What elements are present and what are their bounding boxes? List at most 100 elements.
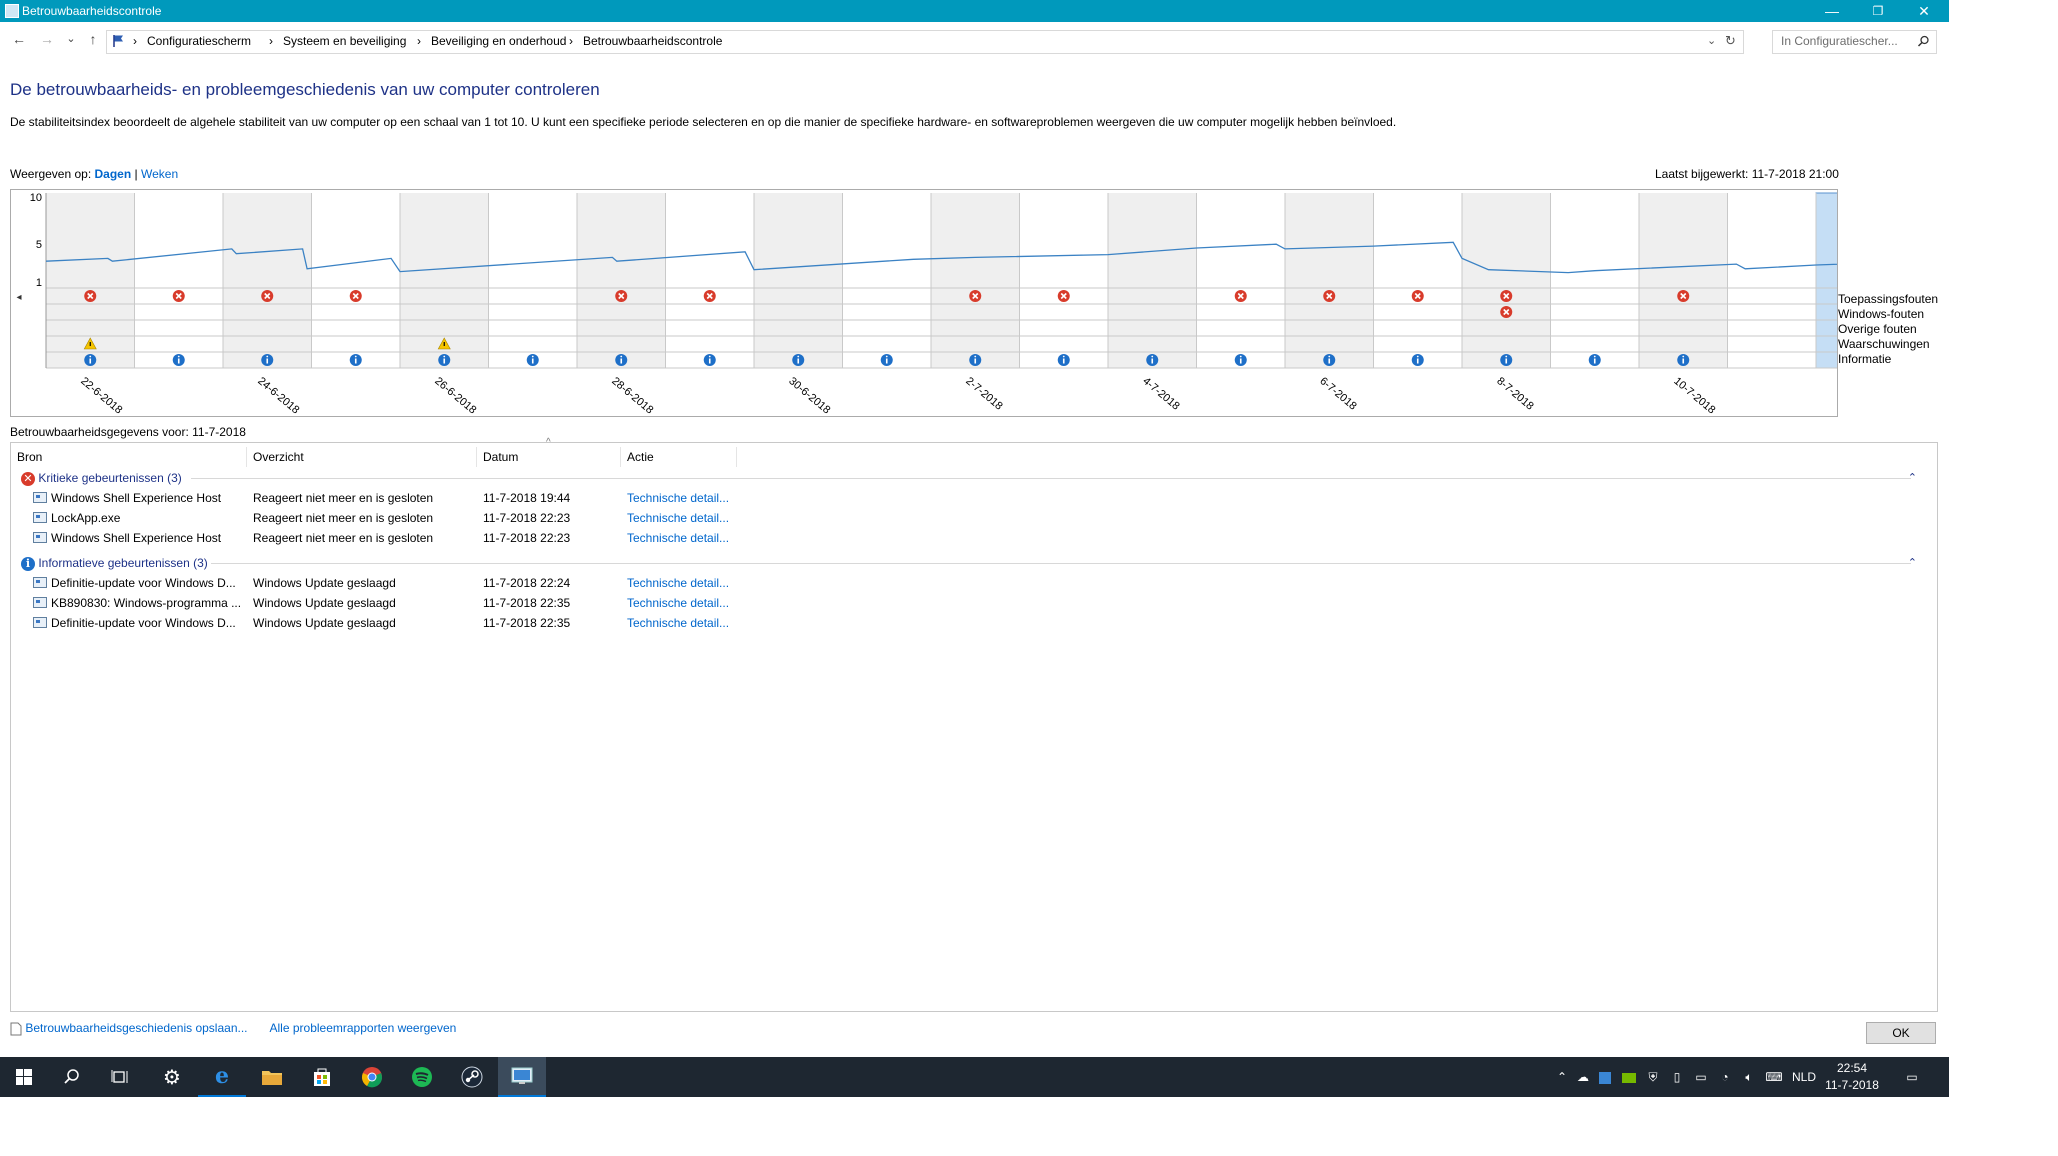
forward-button[interactable]: → xyxy=(40,31,54,47)
information-icon-dot xyxy=(708,355,711,358)
battery-icon[interactable]: ▭ xyxy=(1695,1070,1707,1084)
ok-button[interactable]: OK xyxy=(1866,1022,1936,1044)
day-column xyxy=(1196,193,1285,368)
taskbar-reliability-monitor[interactable] xyxy=(498,1057,546,1097)
y-tick-label: 10 xyxy=(30,192,42,204)
information-icon-dot xyxy=(1682,355,1685,358)
input-language[interactable]: NLD xyxy=(1791,1070,1816,1084)
table-row[interactable]: LockApp.exe Reageert niet meer en is ges… xyxy=(11,508,1937,528)
save-history-link[interactable]: Betrouwbaarheidsgeschiedenis opslaan... xyxy=(25,1021,248,1035)
minimize-button[interactable]: — xyxy=(1825,3,1839,19)
row-date: 11-7-2018 22:35 xyxy=(483,596,571,610)
address-bar[interactable]: › Configuratiescherm › Systeem en beveil… xyxy=(106,30,1744,54)
nvidia-icon[interactable] xyxy=(1620,1057,1638,1097)
table-row[interactable]: Definitie-update voor Windows D... Windo… xyxy=(11,573,1937,593)
information-icon-dot xyxy=(1328,355,1331,358)
column-header-source[interactable]: Bron xyxy=(11,447,247,467)
volume-icon[interactable]: 🔈︎ xyxy=(1745,1070,1753,1084)
row-summary: Reageert niet meer en is gesloten xyxy=(253,531,434,545)
details-table: ^ Bron Overzicht Datum Actie ✕ Kritieke … xyxy=(10,437,1938,1012)
legend-warnings: Waarschuwingen xyxy=(1838,337,1930,351)
group-title: Kritieke gebeurtenissen (3) xyxy=(38,471,182,485)
search-box[interactable]: In Configuratiescher... xyxy=(1772,30,1937,54)
column-header-date[interactable]: Datum xyxy=(477,447,621,467)
day-column xyxy=(1639,193,1728,368)
technical-details-link[interactable]: Technische detail... xyxy=(627,616,730,630)
information-icon-dot xyxy=(354,355,357,358)
legend-windows-errors: Windows-fouten xyxy=(1838,307,1925,321)
info-icon: i xyxy=(21,556,35,571)
taskbar-file-explorer[interactable] xyxy=(248,1057,296,1097)
app-error-icon-mark xyxy=(175,292,182,300)
tray-app-icon[interactable] xyxy=(1596,1057,1614,1097)
technical-details-link[interactable]: Technische detail... xyxy=(627,596,730,610)
table-row[interactable]: Windows Shell Experience Host Reageert n… xyxy=(11,528,1937,548)
critical-events-group[interactable]: ✕ Kritieke gebeurtenissen (3) ⌃ xyxy=(21,468,1927,488)
row-source: Windows Shell Experience Host xyxy=(51,531,222,545)
day-column xyxy=(1727,193,1816,368)
up-button[interactable]: ↑ xyxy=(89,31,97,47)
back-button[interactable]: ← xyxy=(12,31,26,47)
taskbar-store[interactable] xyxy=(298,1057,346,1097)
start-button[interactable] xyxy=(0,1057,48,1097)
table-row[interactable]: Definitie-update voor Windows D... Windo… xyxy=(11,613,1937,633)
app-error-icon-mark xyxy=(618,292,625,300)
row-source: Windows Shell Experience Host xyxy=(51,491,222,505)
technical-details-link[interactable]: Technische detail... xyxy=(627,491,730,505)
task-view-button[interactable] xyxy=(96,1057,144,1097)
breadcrumb-control-panel[interactable]: Configuratiescherm xyxy=(147,34,252,48)
action-center-icon[interactable]: ▭ xyxy=(1906,1070,1918,1084)
technical-details-link[interactable]: Technische detail... xyxy=(627,576,730,590)
window-title: Betrouwbaarheidscontrole xyxy=(22,4,162,18)
x-tick-label: 26-6-2018 xyxy=(432,375,478,416)
breadcrumb-separator: › xyxy=(269,34,273,48)
technical-details-link[interactable]: Technische detail... xyxy=(627,531,730,545)
maximize-button[interactable]: ❐ xyxy=(1872,4,1884,18)
collapse-chevron-icon[interactable]: ⌃ xyxy=(1907,472,1917,484)
clock[interactable]: 22:54 11-7-2018 xyxy=(1820,1060,1884,1094)
page-description: De stabiliteitsindex beoordeelt de algeh… xyxy=(10,115,1397,129)
clock-time: 22:54 xyxy=(1836,1061,1868,1075)
breadcrumb-security-maintenance[interactable]: Beveiliging en onderhoud xyxy=(431,34,567,48)
taskbar-steam[interactable] xyxy=(448,1057,496,1097)
reliability-chart-svg[interactable]: 1051◂▸22-6-201824-6-201826-6-201828-6-20… xyxy=(11,190,1837,416)
breadcrumb-system-security[interactable]: Systeem en beveiliging xyxy=(283,34,407,48)
view-days-link[interactable]: Dagen xyxy=(94,167,132,181)
informational-events-group[interactable]: i Informatieve gebeurtenissen (3) ⌃ xyxy=(21,553,1927,573)
x-tick-label: 24-6-2018 xyxy=(255,375,301,416)
table-row[interactable]: Windows Shell Experience Host Reageert n… xyxy=(11,488,1937,508)
search-icon[interactable] xyxy=(1917,35,1930,48)
view-weeks-link[interactable]: Weken xyxy=(141,167,179,181)
onedrive-cloud-icon[interactable]: ☁ xyxy=(1577,1070,1589,1084)
column-header-action[interactable]: Actie xyxy=(621,447,737,467)
breadcrumb-reliability-monitor[interactable]: Betrouwbaarheidscontrole xyxy=(583,34,723,48)
day-column xyxy=(1462,193,1551,368)
row-date: 11-7-2018 22:23 xyxy=(483,531,571,545)
column-header-summary[interactable]: Overzicht xyxy=(247,447,477,467)
defender-shield-icon[interactable]: ⛨ xyxy=(1648,1070,1658,1084)
recent-locations-button[interactable]: ⌄ xyxy=(66,33,76,45)
refresh-icon[interactable]: ↻ xyxy=(1725,33,1736,48)
task-view-icon xyxy=(111,1070,128,1083)
tray-expand-icon[interactable]: ⌃ xyxy=(1556,1070,1568,1084)
app-error-icon-mark xyxy=(264,292,271,300)
keyboard-icon[interactable]: ⌨ xyxy=(1765,1070,1783,1084)
reliability-chart[interactable]: 1051◂▸22-6-201824-6-201826-6-201828-6-20… xyxy=(10,189,1838,417)
scroll-left-arrow[interactable]: ◂ xyxy=(16,292,21,303)
information-icon-dot xyxy=(885,355,888,358)
close-button[interactable]: ✕ xyxy=(1918,3,1930,19)
address-dropdown-icon[interactable]: ⌄ xyxy=(1707,35,1717,47)
day-column xyxy=(577,193,666,368)
device-icon[interactable]: ▯ xyxy=(1673,1070,1681,1084)
collapse-chevron-icon[interactable]: ⌃ xyxy=(1907,557,1917,569)
x-tick-label: 30-6-2018 xyxy=(786,375,832,416)
taskbar-spotify[interactable] xyxy=(398,1057,446,1097)
taskbar-settings[interactable]: ⚙ xyxy=(148,1057,196,1097)
table-row[interactable]: KB890830: Windows-programma ... Windows … xyxy=(11,593,1937,613)
taskbar-edge[interactable]: e xyxy=(198,1057,246,1097)
technical-details-link[interactable]: Technische detail... xyxy=(627,511,730,525)
all-problem-reports-link[interactable]: Alle probleemrapporten weergeven xyxy=(269,1021,457,1035)
wifi-icon[interactable]: ◔ xyxy=(1721,1070,1729,1084)
taskbar-chrome[interactable] xyxy=(348,1057,396,1097)
search-taskbar-button[interactable] xyxy=(48,1057,96,1097)
